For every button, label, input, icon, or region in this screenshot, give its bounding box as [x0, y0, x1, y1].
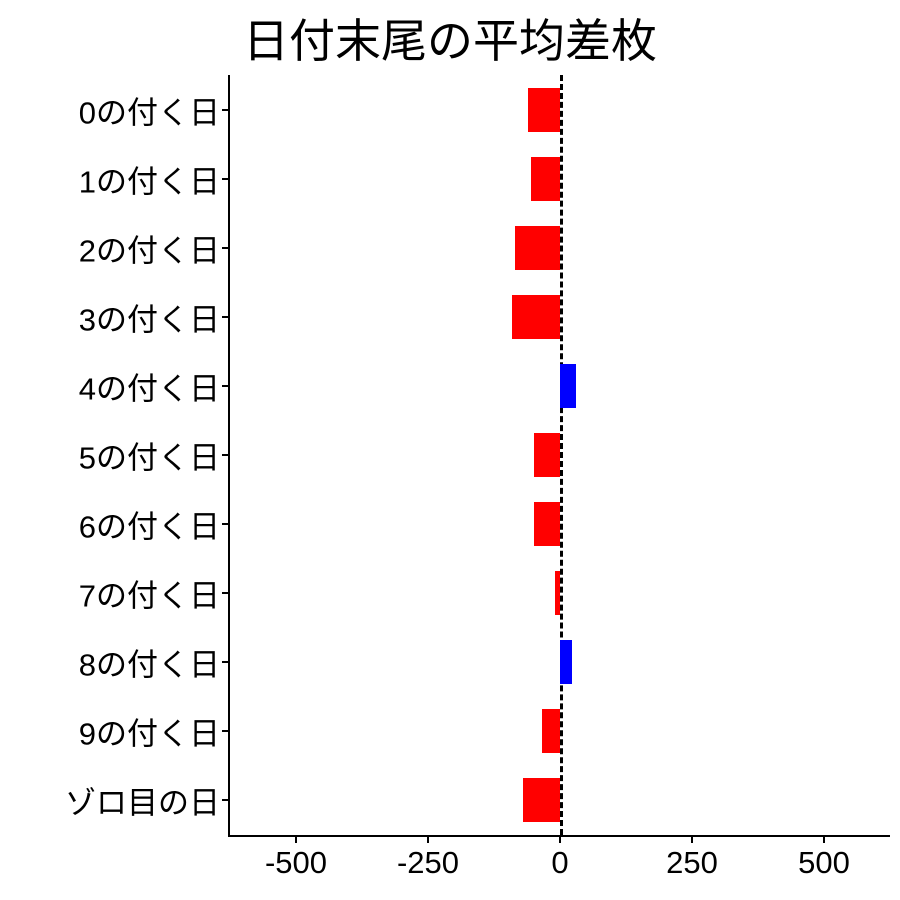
y-axis-tick — [222, 730, 230, 732]
y-axis-label: 2の付く日 — [79, 225, 220, 270]
y-axis-tick — [222, 178, 230, 180]
bar — [531, 157, 560, 201]
bar — [555, 571, 560, 615]
x-axis-label: -500 — [265, 845, 327, 881]
x-axis-tick — [823, 835, 825, 843]
bar — [523, 778, 560, 822]
y-axis-label: 4の付く日 — [79, 363, 220, 408]
bar — [560, 364, 576, 408]
y-axis-tick — [222, 592, 230, 594]
x-axis-tick — [427, 835, 429, 843]
y-axis-label: 7の付く日 — [79, 571, 220, 616]
x-axis-tick — [559, 835, 561, 843]
x-axis-label: 0 — [551, 845, 568, 881]
y-axis-tick — [222, 523, 230, 525]
y-axis-label: ゾロ目の日 — [65, 778, 220, 823]
x-axis-label: 250 — [666, 845, 718, 881]
y-axis-tick — [222, 661, 230, 663]
bar — [534, 433, 560, 477]
y-axis-tick — [222, 247, 230, 249]
bar — [512, 295, 560, 339]
plot-area — [230, 75, 890, 835]
y-axis-label: 3の付く日 — [79, 294, 220, 339]
bar — [528, 88, 560, 132]
bar — [534, 502, 560, 546]
y-axis-tick — [222, 385, 230, 387]
y-axis-tick — [222, 109, 230, 111]
y-axis-label: 0の付く日 — [79, 87, 220, 132]
y-axis-tick — [222, 316, 230, 318]
bar — [542, 709, 560, 753]
y-axis-label: 5の付く日 — [79, 433, 220, 478]
y-axis-label: 1の付く日 — [79, 156, 220, 201]
y-axis-tick — [222, 799, 230, 801]
bar — [560, 640, 572, 684]
x-axis-label: 500 — [798, 845, 850, 881]
chart-title: 日付末尾の平均差枚 — [0, 5, 900, 71]
chart-container: 日付末尾の平均差枚 0の付く日 1の付く日 2の付く日 3の付く日 4の付く日 5の付く日… — [0, 0, 900, 900]
x-axis-label: -250 — [397, 845, 459, 881]
y-axis-tick — [222, 454, 230, 456]
x-axis-tick — [295, 835, 297, 843]
y-axis-label: 6の付く日 — [79, 502, 220, 547]
y-axis-label: 8の付く日 — [79, 640, 220, 685]
x-axis-tick — [691, 835, 693, 843]
bar — [515, 226, 560, 270]
y-axis-label: 9の付く日 — [79, 709, 220, 754]
zero-reference-line — [560, 75, 563, 835]
